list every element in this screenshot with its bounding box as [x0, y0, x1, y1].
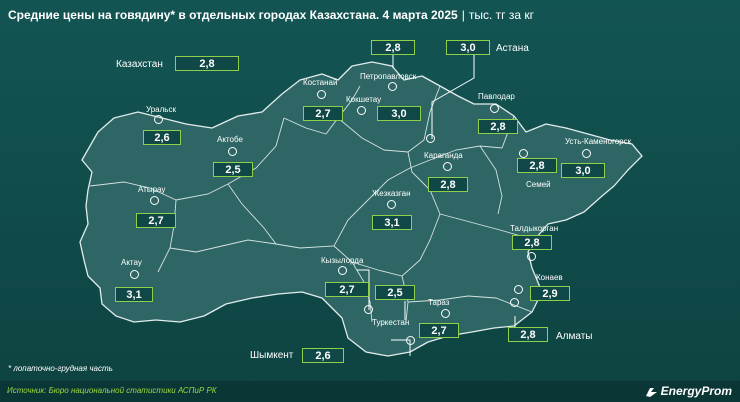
city-value-zhezkazgan: 3,1	[372, 215, 412, 230]
city-marker-kostanay	[317, 90, 326, 99]
city-marker-semey	[519, 149, 528, 158]
city-name-aktobe: Актобе	[217, 135, 243, 144]
city-name-ust-kamenogorsk: Усть-Каменогорск	[565, 137, 632, 146]
city-marker-taraz	[441, 309, 450, 318]
city-name-taldykorgan: Талдыкорган	[510, 224, 559, 233]
city-name-atyrau: Атырау	[138, 185, 166, 194]
footer-bar: Источник: Бюро национальной статистики А…	[0, 381, 740, 402]
country-value: 2,8	[175, 56, 239, 71]
city-name-karaganda: Караганда	[424, 151, 463, 160]
city-value-aktau: 3,1	[115, 287, 153, 302]
city-name-taraz: Тараз	[428, 298, 450, 307]
city-marker-kokshetau	[357, 106, 366, 115]
city-name-semey: Семей	[526, 180, 551, 189]
city-name-kokshetau: Кокшетау	[346, 95, 382, 104]
city-name-petropavlovsk: Петропавловск	[360, 72, 417, 81]
city-value-turkestan: 2,5	[375, 285, 415, 300]
city-marker-aktau	[130, 270, 139, 279]
city-value-konaev: 2,9	[530, 286, 570, 301]
city-value-uralsk: 2,6	[143, 130, 181, 145]
city-value-atyrau: 2,7	[136, 213, 176, 228]
city-marker-atyrau	[150, 196, 159, 205]
unit-label: тыс. тг за кг	[468, 8, 534, 22]
city-name-shymkent: Шымкент	[250, 350, 294, 361]
brand-name: EnergyProm	[660, 384, 732, 398]
city-name-pavlodar: Павлодар	[478, 92, 515, 101]
city-value-taldykorgan: 2,8	[512, 235, 552, 250]
city-marker-zhezkazgan	[387, 200, 396, 209]
city-value-petropavlovsk: 2,8	[371, 40, 415, 55]
city-value-shymkent: 2,6	[302, 348, 344, 363]
city-name-aktau: Актау	[121, 258, 142, 267]
city-value-pavlodar: 2,8	[478, 119, 518, 134]
city-value-kostanay: 2,7	[303, 106, 343, 121]
city-marker-petropavlovsk	[388, 82, 397, 91]
city-marker-pavlodar	[490, 104, 499, 113]
city-name-turkestan: Туркестан	[372, 318, 410, 327]
city-value-semey: 2,8	[517, 158, 557, 173]
city-name-konaev: Конаев	[536, 273, 563, 282]
city-value-almaty: 2,8	[508, 327, 548, 342]
page-title: Средние цены на говядину* в отдельных го…	[8, 8, 458, 22]
city-value-taraz: 2,7	[419, 323, 459, 338]
city-name-almaty: Алматы	[556, 331, 593, 342]
city-value-kyzylorda: 2,7	[325, 282, 369, 297]
brand-logo: EnergyProm	[645, 384, 732, 398]
city-marker-konaev	[514, 285, 523, 294]
energyprom-logo-icon	[645, 387, 657, 397]
city-marker-aktobe	[228, 147, 237, 156]
city-marker-shymkent	[406, 336, 415, 345]
city-marker-karaganda	[443, 162, 452, 171]
city-name-zhezkazgan: Жезказган	[372, 189, 411, 198]
city-value-karaganda: 2,8	[428, 177, 468, 192]
city-marker-taldykorgan	[527, 252, 536, 261]
city-marker-turkestan	[364, 305, 373, 314]
city-marker-ust-kamenogorsk	[582, 149, 591, 158]
city-value-kokshetau: 3,0	[377, 106, 421, 121]
city-name-uralsk: Уральск	[146, 105, 176, 114]
city-value-ust-kamenogorsk: 3,0	[561, 163, 605, 178]
source-text: Источник: Бюро национальной статистики А…	[7, 386, 217, 395]
title-separator: |	[461, 8, 465, 22]
header: Средние цены на говядину* в отдельных го…	[8, 8, 534, 22]
city-value-aktobe: 2,5	[213, 162, 253, 177]
city-value-astana: 3,0	[446, 40, 490, 55]
city-marker-uralsk	[154, 115, 163, 124]
country-label: Казахстан	[116, 59, 163, 70]
city-marker-almaty	[510, 298, 519, 307]
city-name-kyzylorda: Кызылорда	[321, 256, 364, 265]
footnote: * лопаточно-грудная часть	[8, 364, 113, 373]
city-marker-kyzylorda	[338, 266, 347, 275]
city-name-kostanay: Костанай	[303, 78, 338, 87]
city-marker-astana	[426, 134, 435, 143]
city-name-astana: Астана	[496, 43, 529, 54]
